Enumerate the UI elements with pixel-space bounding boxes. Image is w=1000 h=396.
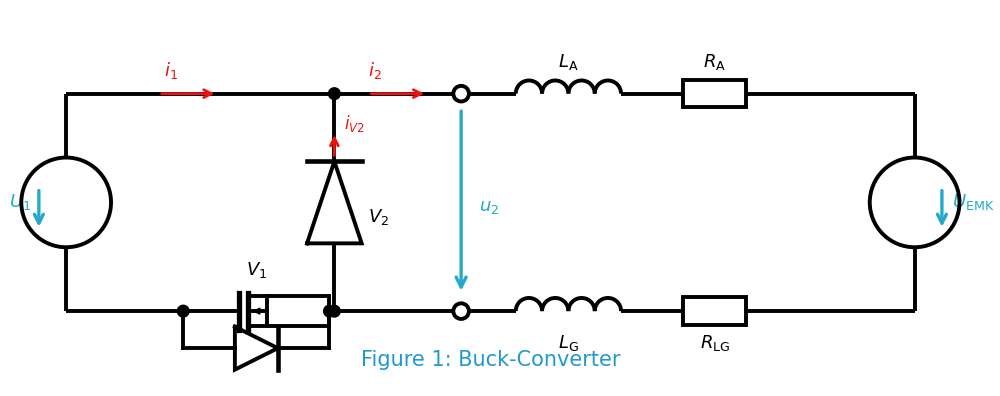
Circle shape [453, 86, 469, 101]
Text: $U_1$: $U_1$ [9, 192, 31, 212]
Text: $V_1$: $V_1$ [246, 260, 267, 280]
Polygon shape [235, 327, 278, 369]
Circle shape [177, 305, 189, 317]
Text: $V_2$: $V_2$ [368, 207, 390, 227]
Text: $U_{\mathrm{EMK}}$: $U_{\mathrm{EMK}}$ [952, 192, 994, 212]
Circle shape [329, 88, 340, 99]
Text: $R_{\mathrm{LG}}$: $R_{\mathrm{LG}}$ [700, 333, 730, 352]
Circle shape [329, 305, 340, 317]
Text: $i_1$: $i_1$ [164, 60, 178, 81]
Circle shape [453, 303, 469, 319]
Bar [683, 80, 746, 107]
Text: Figure 1: Buck-Converter: Figure 1: Buck-Converter [361, 350, 620, 369]
Text: $i_2$: $i_2$ [368, 60, 382, 81]
Text: $u_2$: $u_2$ [479, 198, 499, 216]
Polygon shape [307, 162, 362, 244]
Text: $i_{V2}$: $i_{V2}$ [344, 113, 365, 134]
Circle shape [324, 305, 335, 317]
Text: $L_{\mathrm{G}}$: $L_{\mathrm{G}}$ [558, 333, 579, 352]
Text: $L_{\mathrm{A}}$: $L_{\mathrm{A}}$ [558, 52, 579, 72]
Bar [683, 297, 746, 325]
Text: $R_{\mathrm{A}}$: $R_{\mathrm{A}}$ [703, 52, 726, 72]
